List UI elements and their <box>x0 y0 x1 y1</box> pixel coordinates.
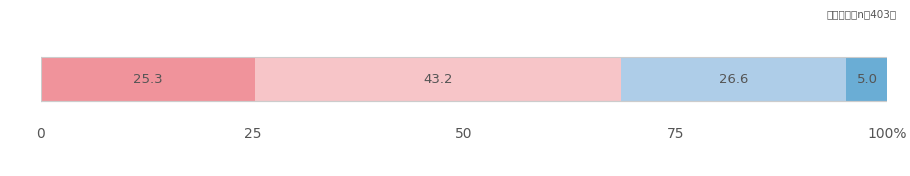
Text: 5.0: 5.0 <box>856 73 877 86</box>
Bar <box>41 57 255 101</box>
Bar <box>255 57 621 101</box>
Text: 25.3: 25.3 <box>133 73 163 86</box>
Text: 26.6: 26.6 <box>719 73 748 86</box>
Bar <box>621 57 845 101</box>
Text: 43.2: 43.2 <box>423 73 452 86</box>
Text: 単位：％（n＝403）: 単位：％（n＝403） <box>826 9 896 19</box>
Bar <box>845 57 888 101</box>
